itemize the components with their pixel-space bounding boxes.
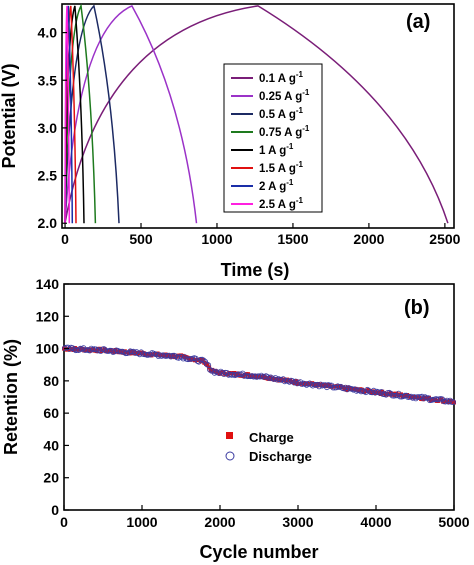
legend-label-2: 0.5 A g-1 [259,106,304,121]
panel-a-y-axis-label: Potential (V) [0,63,19,168]
legend-label-3: 0.75 A g-1 [259,124,310,139]
panel-a-frame [61,3,455,229]
legend-label-0: 0.1 A g-1 [259,70,304,85]
panel-a-x-tick-label-4: 2000 [353,231,384,247]
panel-a-x-tick-label-2: 1000 [201,231,232,247]
panel-b-legend: Charge Discharge [225,430,312,464]
panel-b-y-tick-label-3: 60 [43,405,59,421]
panel-a-y-tick-label-4: 4.0 [38,25,58,41]
discharge-point [93,346,99,353]
legend-label-5: 1.5 A g-1 [259,160,304,175]
panel-b-y-tick-label-5: 100 [36,341,60,357]
discharge-point [76,347,82,354]
panel-b-x-tick-label-1: 1000 [126,514,157,530]
legend-label-4: 1 A g-1 [259,142,294,157]
panel-a-y-tick-label-1: 2.5 [38,168,58,184]
discharge-point [408,393,414,400]
panel-a-ticks: 0 500 1000 1500 2000 2500 2.0 2.5 3.0 3.5 4.0 [38,25,461,247]
panel-a-legend: 0.1 A g-1 0.25 A g-1 0.5 A g-1 0.75 A g-1 1 … [223,63,323,213]
panel-b-discharge-marker [225,451,235,461]
panel-a-x-tick-label-0: 0 [61,231,69,247]
panel-b-y-tick-label-6: 120 [36,308,60,324]
panel-b-chart: 0 1000 2000 3000 4000 5000020406080100120140 … [1,276,470,562]
panel-a-x-tick-label-3: 1500 [277,231,308,247]
panel-a-x-axis-label: Time (s) [221,260,290,280]
series-line-3 [64,3,97,224]
panel-b-legend-discharge: Discharge [249,449,312,464]
panel-b-y-tick-label-0: 0 [51,502,59,518]
discharge-point [169,352,176,359]
discharge-point [200,357,207,364]
panel-a-label: (a) [406,11,430,33]
panel-b-y-tick-label-2: 40 [43,437,59,453]
panel-b-legend-charge: Charge [249,430,294,445]
panel-a-x-tick-label-5: 2500 [429,231,460,247]
panel-b-y-tick-label-4: 80 [43,373,59,389]
panel-b-frame [63,283,455,511]
discharge-point [179,354,185,360]
discharge-point [272,375,279,381]
discharge-point [289,378,296,384]
discharge-point [236,371,243,378]
panel-a-plot-area [64,3,449,224]
panel-a-y-tick-label-0: 2.0 [38,215,58,231]
charge-point [205,363,210,368]
discharge-point [395,390,402,397]
panel-b-x-tick-label-5: 5000 [438,514,469,530]
discharge-point [122,350,129,357]
panel-a-x-tick-label-1: 500 [129,231,153,247]
series-line-1 [64,4,198,224]
panel-b-y-axis-label: Retention (%) [1,339,21,455]
panel-b-label: (b) [404,297,430,319]
panel-b-plot-area [62,344,457,405]
panel-b-x-tick-label-4: 4000 [360,514,391,530]
panel-a-y-tick-label-3: 3.5 [38,72,58,88]
series-line-7 [64,5,71,224]
panel-b-ticks: 0 1000 2000 3000 4000 5000 0 20 40 60 80 100 120 140 [36,276,470,530]
discharge-point [450,399,457,405]
discharge-point [207,366,213,373]
panel-a-y-tick-label-2: 3.0 [38,120,58,136]
legend-label-1: 0.25 A g-1 [259,88,310,103]
discharge-point [130,348,137,355]
panel-b-charge-marker [226,432,233,439]
discharge-point [447,397,453,404]
panel-b-x-axis-label: Cycle number [199,542,318,562]
discharge-point [118,348,124,355]
discharge-point [197,356,204,363]
legend-label-6: 2 A g-1 [259,178,294,193]
legend-label-7: 2.5 A g-1 [259,196,304,211]
series-line-0 [64,5,449,224]
panel-b-y-tick-label-1: 20 [43,470,59,486]
panel-b-x-tick-label-0: 0 [60,514,68,530]
panel-a-legend-box [223,63,323,213]
panel-b-y-tick-label-7: 140 [36,276,60,292]
panel-b-x-tick-label-3: 3000 [282,514,313,530]
panel-b-x-tick-label-2: 2000 [204,514,235,530]
series-line-2 [64,4,120,224]
